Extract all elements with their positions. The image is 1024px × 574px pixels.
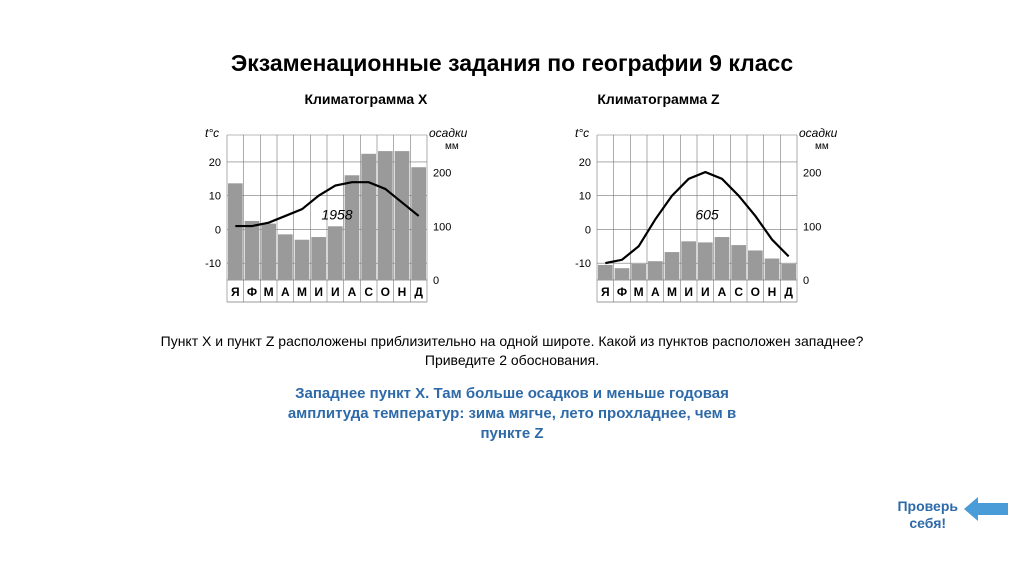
svg-text:Я: Я xyxy=(601,285,610,299)
climatogram-z: t°cосадки,мм-10010200100200605ЯФМАМИИАСО… xyxy=(557,125,837,310)
svg-text:И: И xyxy=(314,285,323,299)
check-yourself-label: Проверь себя! xyxy=(897,498,958,532)
svg-text:20: 20 xyxy=(209,157,221,169)
svg-text:И: И xyxy=(701,285,710,299)
svg-text:0: 0 xyxy=(803,275,809,287)
svg-text:И: И xyxy=(684,285,693,299)
svg-text:Ф: Ф xyxy=(247,285,257,299)
svg-text:0: 0 xyxy=(585,224,591,236)
svg-text:Я: Я xyxy=(231,285,240,299)
svg-text:Д: Д xyxy=(784,285,793,299)
svg-text:-10: -10 xyxy=(575,258,591,270)
chart-z-title: Климатограмма Z xyxy=(597,91,719,107)
svg-text:605: 605 xyxy=(695,206,719,222)
svg-text:200: 200 xyxy=(433,168,451,180)
svg-text:А: А xyxy=(651,285,660,299)
svg-text:М: М xyxy=(667,285,677,299)
svg-text:100: 100 xyxy=(803,221,821,233)
svg-text:мм: мм xyxy=(815,141,829,152)
chart-x-title: Климатограмма X xyxy=(304,91,427,107)
svg-text:0: 0 xyxy=(433,275,439,287)
climatogram-x: t°cосадки,мм-100102001002001958ЯФМАМИИАС… xyxy=(187,125,467,310)
svg-text:мм: мм xyxy=(445,141,459,152)
svg-text:С: С xyxy=(734,285,743,299)
svg-text:М: М xyxy=(634,285,644,299)
page-title: Экзаменационные задания по географии 9 к… xyxy=(0,0,1024,77)
svg-text:А: А xyxy=(348,285,357,299)
back-arrow-icon[interactable] xyxy=(964,497,1008,526)
svg-text:10: 10 xyxy=(209,191,221,203)
svg-text:10: 10 xyxy=(579,191,591,203)
svg-text:С: С xyxy=(364,285,373,299)
question-text: Пункт X и пункт Z расположены приблизите… xyxy=(0,332,1024,370)
svg-text:М: М xyxy=(297,285,307,299)
svg-text:t°c: t°c xyxy=(205,126,219,140)
svg-text:М: М xyxy=(264,285,274,299)
svg-text:-10: -10 xyxy=(205,258,221,270)
svg-text:осадки,: осадки, xyxy=(799,126,837,140)
svg-text:20: 20 xyxy=(579,157,591,169)
svg-text:А: А xyxy=(281,285,290,299)
svg-text:200: 200 xyxy=(803,168,821,180)
answer-text: Западнее пункт X. Там больше осадков и м… xyxy=(0,384,1024,445)
svg-text:Н: Н xyxy=(398,285,407,299)
svg-text:0: 0 xyxy=(215,224,221,236)
svg-text:Н: Н xyxy=(768,285,777,299)
svg-text:t°c: t°c xyxy=(575,126,589,140)
svg-text:Д: Д xyxy=(414,285,423,299)
svg-text:100: 100 xyxy=(433,221,451,233)
svg-text:А: А xyxy=(718,285,727,299)
svg-text:О: О xyxy=(751,285,760,299)
svg-text:осадки,: осадки, xyxy=(429,126,467,140)
svg-text:Ф: Ф xyxy=(617,285,627,299)
svg-text:1958: 1958 xyxy=(321,206,352,222)
svg-text:И: И xyxy=(331,285,340,299)
svg-text:О: О xyxy=(381,285,390,299)
